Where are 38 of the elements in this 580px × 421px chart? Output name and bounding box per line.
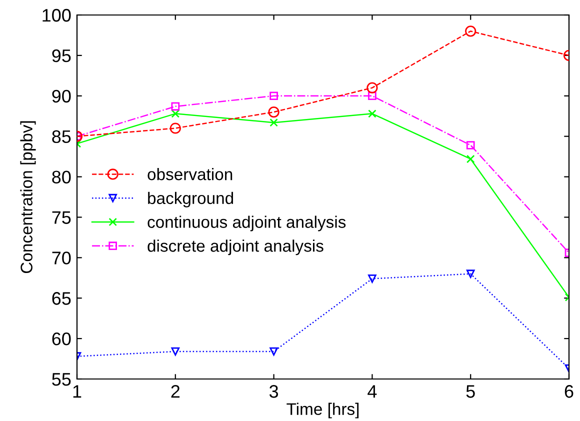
y-tick-label: 95 — [52, 49, 71, 62]
x-tick-label: 1 — [73, 385, 82, 398]
y-tick-label: 80 — [52, 170, 71, 184]
point — [270, 118, 278, 127]
x-tick-label: 2 — [171, 385, 180, 398]
y-tick-label: 100 — [42, 8, 71, 22]
y-tick-label: 90 — [52, 90, 71, 103]
point — [268, 106, 280, 118]
point — [465, 26, 476, 37]
y-tick-label: 85 — [52, 130, 71, 144]
legend-label: discrete adjoint analysis — [148, 240, 324, 256]
legend-label: background — [148, 192, 234, 208]
point — [170, 122, 181, 134]
legend-label: continuous adjoint analysis — [148, 216, 346, 232]
point — [171, 102, 180, 111]
y-tick-label: 65 — [52, 292, 71, 305]
point — [366, 82, 378, 94]
point — [466, 154, 475, 164]
point — [466, 141, 475, 150]
point — [466, 270, 475, 278]
y-tick-label: 75 — [52, 211, 71, 224]
y-tick-label: 55 — [52, 373, 71, 386]
point — [270, 92, 278, 100]
point — [368, 92, 376, 100]
point — [171, 110, 180, 118]
point — [368, 274, 376, 283]
point — [270, 347, 278, 356]
x-tick-label: 4 — [368, 385, 377, 398]
x-tick-label: 3 — [269, 385, 278, 398]
y-tick-label: 70 — [52, 252, 71, 264]
x-axis-title: Time [hrs] — [286, 402, 359, 418]
point — [368, 110, 376, 118]
x-tick-label: 5 — [466, 385, 475, 398]
y-tick-label: 60 — [52, 332, 71, 346]
y-axis-title: Concentration [ppbv] — [20, 121, 36, 274]
legend-label: observation — [148, 168, 232, 180]
point — [171, 347, 180, 356]
x-tick-label: 6 — [564, 385, 574, 398]
